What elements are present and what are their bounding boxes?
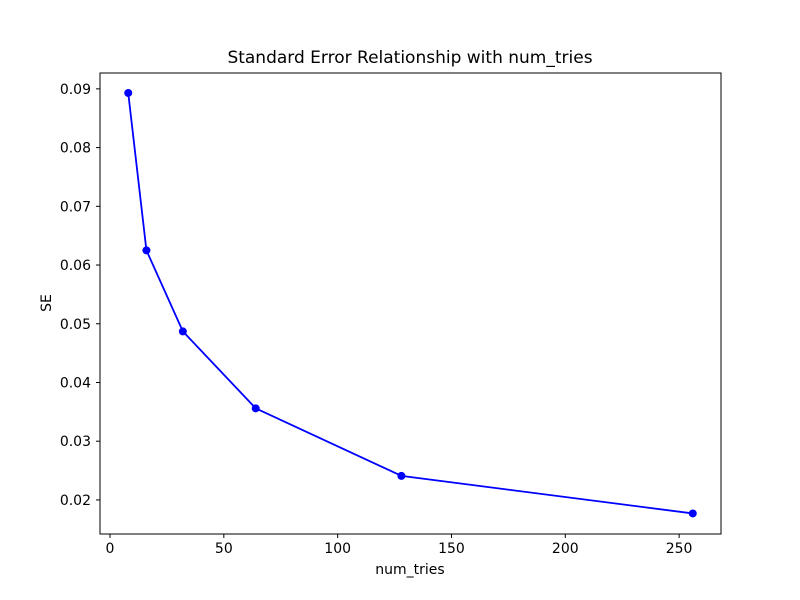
x-tick-label: 250 xyxy=(666,541,693,557)
x-tick-label: 0 xyxy=(106,541,115,557)
data-line xyxy=(127,92,693,515)
x-tick-label: 100 xyxy=(324,541,351,557)
plot-generated-group: 0 50 100 150 200 250 0.02 0.03 0.04 0.05 0.06 0.07 0… xyxy=(60,72,722,557)
data-point xyxy=(178,327,187,336)
y-tick-label: 0.03 xyxy=(60,434,91,450)
y-tick-label: 0.06 xyxy=(60,258,91,274)
y-tick-label: 0.09 xyxy=(60,82,91,98)
y-tick-label: 0.07 xyxy=(60,199,91,215)
x-tick-label: 50 xyxy=(215,541,233,557)
y-tick-label: 0.08 xyxy=(60,141,91,157)
data-point xyxy=(251,404,260,413)
data-point xyxy=(142,246,151,255)
data-point xyxy=(124,88,133,97)
x-tick-label: 200 xyxy=(552,541,579,557)
x-tick-label: 150 xyxy=(438,541,465,557)
data-point xyxy=(397,471,406,480)
y-tick-label: 0.04 xyxy=(60,375,91,391)
plot-area xyxy=(99,72,722,535)
data-point xyxy=(688,509,697,518)
chart-title: Standard Error Relationship with num_tri… xyxy=(227,48,592,68)
y-axis-label: SE xyxy=(39,294,55,312)
x-axis-label: num_tries xyxy=(375,562,444,578)
y-tick-label: 0.02 xyxy=(60,493,91,509)
y-tick-label: 0.05 xyxy=(60,317,91,333)
